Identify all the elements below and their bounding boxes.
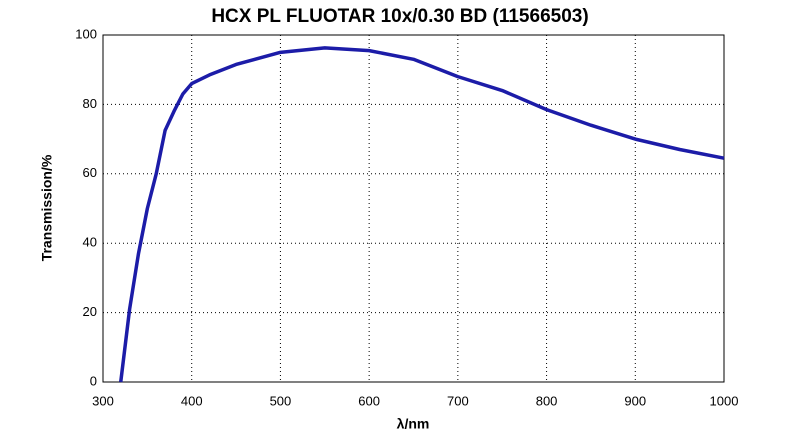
y-tick-label: 20: [83, 304, 97, 319]
y-tick-label: 0: [90, 373, 97, 388]
x-tick-label: 600: [358, 393, 380, 408]
x-tick-label: 500: [270, 393, 292, 408]
x-tick-label: 400: [181, 393, 203, 408]
data-line: [119, 46, 725, 383]
y-tick-label: 40: [83, 235, 97, 250]
x-tick-label: 700: [447, 393, 469, 408]
x-tick-label: 800: [536, 393, 558, 408]
x-tick-label: 1000: [710, 393, 739, 408]
y-tick-label: 80: [83, 96, 97, 111]
chart-title: HCX PL FLUOTAR 10x/0.30 BD (11566503): [211, 6, 588, 27]
x-tick-label: 300: [92, 393, 114, 408]
y-tick-label: 100: [75, 26, 97, 41]
x-axis-label: λ/nm: [397, 416, 430, 432]
x-tick-label: 900: [624, 393, 646, 408]
y-axis-label: Transmission/%: [39, 154, 55, 261]
y-tick-label: 60: [83, 165, 97, 180]
plot-frame: [102, 34, 725, 383]
